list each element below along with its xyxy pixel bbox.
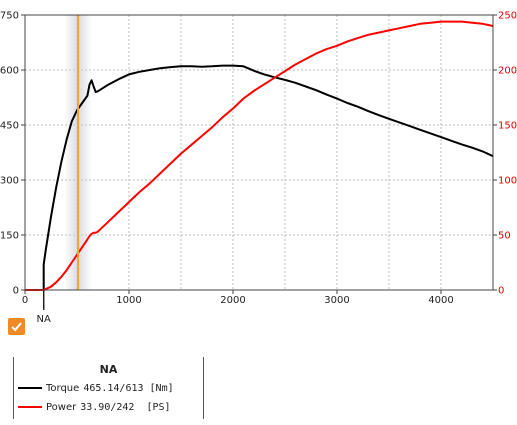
- x-tick-label: 0: [22, 295, 28, 306]
- legend-value-torque: 465.14/613 [Nm]: [83, 382, 174, 394]
- y-left-tick-label: 750: [0, 11, 19, 22]
- legend-item-power: Power 33.90/242 [PS]: [18, 400, 171, 414]
- legend-title: NA: [99, 363, 118, 376]
- grid: [25, 15, 493, 290]
- series-toggle-checkbox[interactable]: [8, 318, 25, 335]
- x-tick-label: 4000: [428, 295, 453, 306]
- checkmark-icon: [11, 322, 22, 332]
- y-right-tick-label: 250: [498, 11, 517, 22]
- x-tick-label: 3000: [324, 295, 349, 306]
- series-layer: [25, 20, 494, 291]
- y-right-tick-label: 150: [498, 121, 517, 132]
- legend-item-torque: Torque 465.14/613 [Nm]: [18, 381, 174, 395]
- y-left-tick-label: 450: [0, 121, 19, 132]
- x-tick-label: 1000: [116, 295, 141, 306]
- y-right-tick-label: 50: [498, 231, 511, 242]
- y-left-tick-label: 150: [0, 231, 19, 242]
- y-left-tick-label: 0: [13, 286, 19, 297]
- y-left-tick-label: 600: [0, 66, 19, 77]
- y-right-tick-label: 0: [498, 286, 504, 297]
- plot-frame: [24, 14, 494, 291]
- legend-value-power: 33.90/242 [PS]: [80, 401, 171, 413]
- right-axis: 0 50 100 150 200 250: [493, 11, 517, 297]
- legend: NA Torque 465.14/613 [Nm] Power 33.90/24…: [13, 357, 204, 419]
- series-line-power: [25, 20, 494, 291]
- legend-label-power: Power: [46, 401, 77, 413]
- plot-background: [25, 15, 493, 290]
- y-right-tick-label: 200: [498, 66, 517, 77]
- y-right-tick-label: 100: [498, 176, 517, 187]
- series-line-torque: [42, 64, 494, 290]
- y-left-tick-label: 300: [0, 176, 19, 187]
- x-axis: 0 1000 2000 3000 4000: [22, 290, 454, 306]
- x-tick-label: 2000: [220, 295, 245, 306]
- legend-label-torque: Torque: [46, 382, 80, 394]
- legend-swatch-torque: [18, 387, 42, 389]
- na-marker-label: NA: [37, 314, 51, 325]
- left-axis: 0 150 300 450 600 750: [0, 11, 25, 297]
- legend-swatch-power: [18, 406, 42, 408]
